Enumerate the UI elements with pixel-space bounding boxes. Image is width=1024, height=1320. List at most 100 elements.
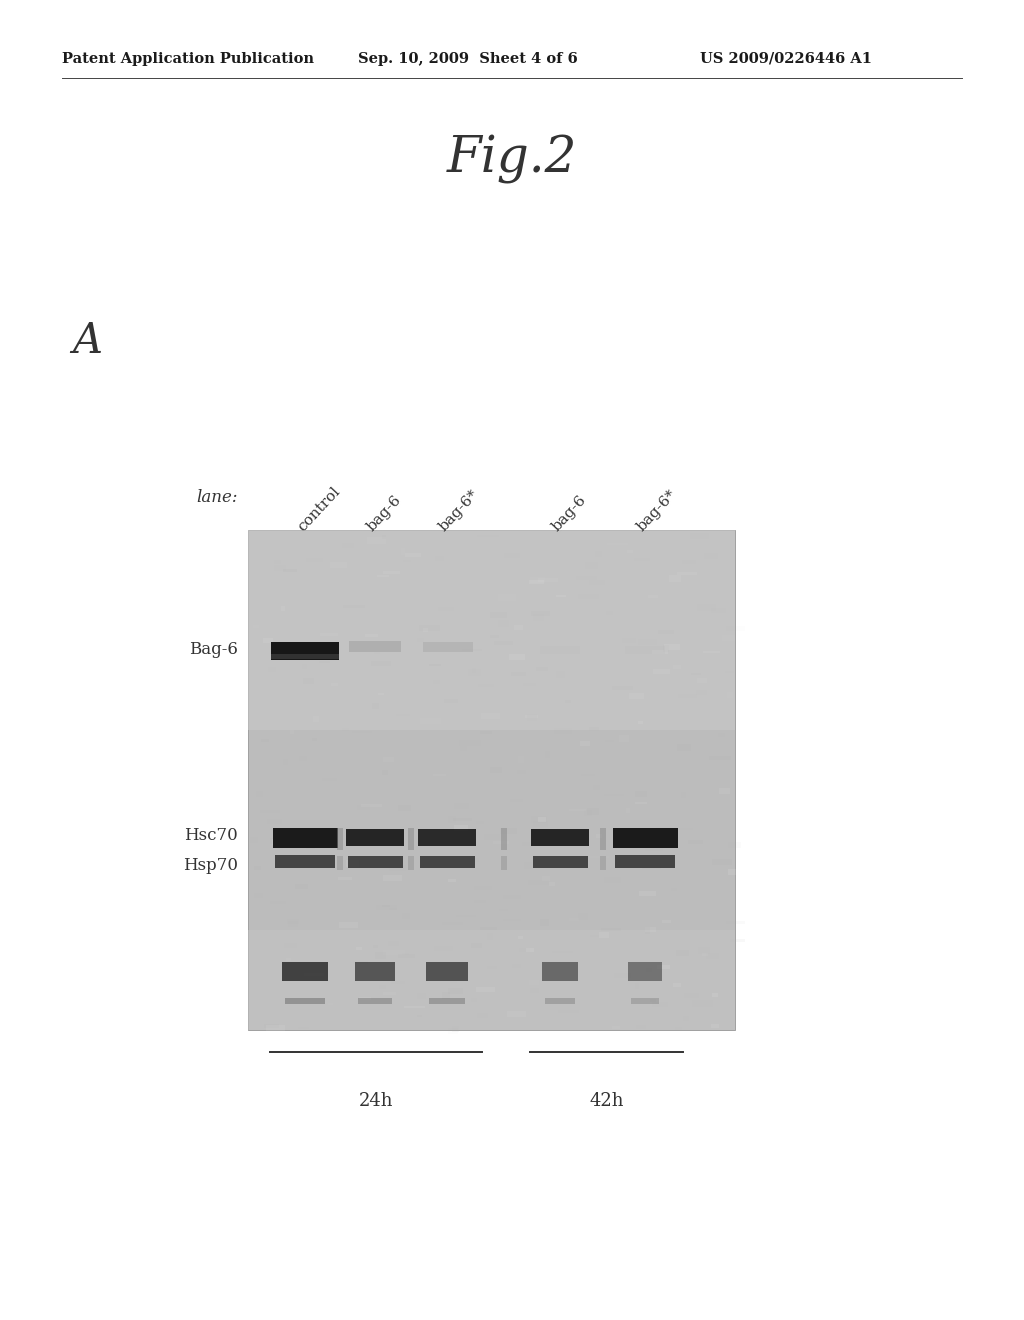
Bar [670,576,681,582]
Bar [550,837,561,840]
Bar [514,624,523,630]
Bar [287,919,299,924]
Bar [585,810,592,816]
Bar [429,998,465,1005]
Bar [554,727,572,734]
Bar [536,668,549,672]
Bar [308,983,312,989]
Bar [423,628,428,632]
Bar [382,771,388,775]
Bar [420,626,439,631]
Bar [248,931,735,1030]
Bar [445,974,455,977]
Bar [332,682,339,686]
Bar [426,962,468,981]
Bar [642,863,660,870]
Bar [383,756,393,762]
Bar [489,767,502,774]
Text: bag-6*: bag-6* [635,487,680,535]
Bar [420,718,440,723]
Bar [702,953,708,956]
Bar [618,735,630,742]
Bar [250,837,258,843]
Bar [702,651,720,653]
Bar [383,950,406,956]
Bar [495,642,513,644]
Bar [638,639,656,645]
Bar [388,941,398,946]
Bar [663,920,671,924]
Bar [382,906,390,907]
Bar [372,704,379,709]
Bar [435,556,444,561]
Bar [356,948,362,949]
Bar [486,933,493,940]
Bar [373,945,378,948]
Bar [298,1027,309,1030]
Bar [599,855,605,870]
Bar [719,788,730,795]
Bar [728,869,744,875]
Bar [275,855,335,869]
Bar [699,710,717,714]
Text: A: A [72,319,102,362]
Bar [458,841,476,845]
Bar [678,828,693,830]
Bar [389,908,397,909]
Bar [274,565,287,572]
Bar [338,878,351,880]
Bar [352,731,372,733]
Bar [337,828,343,850]
Bar [312,738,317,741]
Bar [286,958,291,961]
Bar [531,816,548,822]
Bar [270,900,286,904]
Bar [725,672,734,673]
Bar [477,535,499,537]
Bar [254,892,263,898]
Bar [321,632,338,636]
Bar [463,649,482,651]
Bar [465,858,479,862]
Bar [322,969,329,972]
Bar [261,678,265,686]
Bar [604,793,624,796]
Bar [523,639,528,643]
Bar [480,927,497,929]
Bar [449,879,456,882]
Bar [318,661,330,664]
Bar [328,1003,333,1006]
Bar [678,694,696,698]
Bar [676,950,689,956]
Text: control: control [295,484,342,535]
Bar [439,816,455,818]
Bar [367,537,386,544]
Bar [674,983,681,987]
Bar [589,857,609,858]
Bar [450,975,457,982]
Bar [476,821,484,824]
Bar [376,906,397,911]
Bar [403,560,411,562]
Bar [631,998,659,1005]
Bar [627,808,631,813]
Text: 24h: 24h [358,1092,393,1110]
Bar [711,609,726,612]
Bar [391,981,406,985]
Bar [267,672,286,675]
Bar [248,531,735,730]
Bar [673,665,681,669]
Bar [306,558,324,562]
Bar [389,866,406,871]
Bar [625,645,665,653]
Bar [656,826,672,830]
Bar [383,991,396,995]
Bar [271,642,339,660]
Bar [383,875,402,882]
Bar [599,828,605,850]
Bar [538,578,558,582]
Bar [254,866,261,870]
Bar [556,672,564,677]
Bar [540,919,549,925]
Bar [382,535,386,540]
